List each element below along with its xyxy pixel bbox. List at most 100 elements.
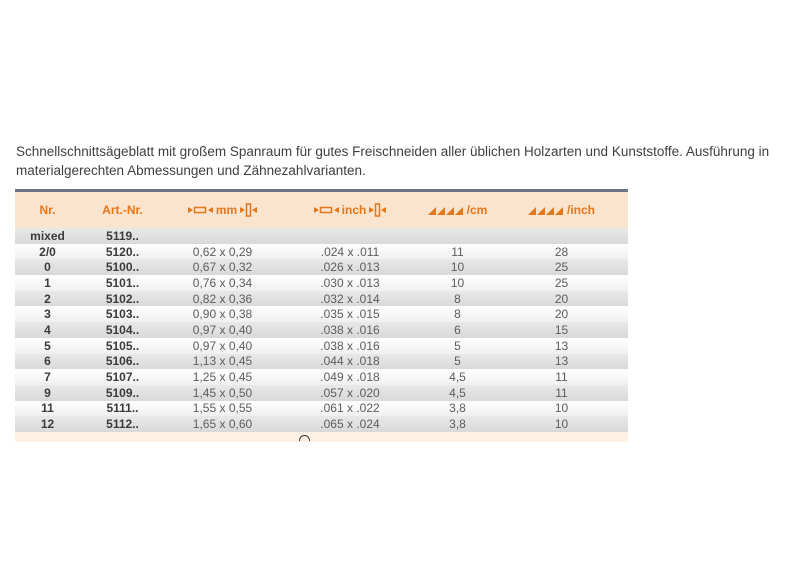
cell-nr: mixed — [30, 228, 65, 243]
cell-teeth-per-cm: 11 — [451, 244, 464, 259]
product-description: Schnellschnittsägeblatt mit großem Spanr… — [16, 142, 791, 180]
cell-nr: 2/0 — [39, 244, 56, 259]
cell-nr: 1 — [44, 275, 51, 290]
header-nr: Nr. — [39, 203, 56, 217]
cell-mm: 0,82 x 0,36 — [192, 291, 253, 306]
cell-inch: .030 x .013 — [320, 275, 380, 290]
cell-art-nr: 5120.. — [105, 244, 140, 259]
header-mm-label: mm — [215, 203, 238, 217]
cell-mm: 1,25 x 0,45 — [192, 370, 253, 385]
cell-art-nr: 5103.. — [105, 307, 140, 322]
table-header-row: Nr. Art.-Nr. mm — [15, 192, 628, 228]
cell-teeth-per-cm: 3,8 — [449, 417, 466, 432]
cell-mm: 0,97 x 0,40 — [192, 338, 253, 353]
cell-teeth-per-inch: 13 — [554, 338, 569, 353]
width-dimension-icon — [187, 205, 213, 215]
table-row: 9 5109.. 1,45 x 0,50 .057 x .020 4,5 11 — [15, 384, 628, 401]
cell-mm: 1,55 x 0,55 — [192, 401, 253, 416]
table-body: mixed 5119.. 2/0 5120.. 0,62 x 0,29 .024… — [15, 228, 628, 432]
cell-mm: 0,67 x 0,32 — [192, 260, 253, 275]
description-line-1: Schnellschnittsägeblatt mit großem Spanr… — [16, 144, 770, 159]
thickness-dimension-icon — [369, 203, 387, 217]
table-row: 12 5112.. 1,65 x 0,60 .065 x .024 3,8 10 — [15, 416, 628, 432]
cell-teeth-per-cm: 10 — [450, 275, 465, 290]
cell-inch: .044 x .018 — [320, 354, 380, 369]
cell-teeth-per-inch: 15 — [554, 322, 569, 337]
cell-mm: 0,97 x 0,40 — [192, 322, 253, 337]
cell-teeth-per-cm: 3,8 — [449, 401, 466, 416]
cell-teeth-per-cm: 8 — [454, 291, 461, 306]
cell-inch: .035 x .015 — [320, 307, 380, 322]
cell-teeth-per-cm: 8 — [454, 307, 461, 322]
cell-art-nr: 5100.. — [105, 260, 140, 275]
cell-art-nr: 5101.. — [105, 275, 140, 290]
table-top-rule — [15, 189, 628, 192]
cell-art-nr: 5102.. — [105, 291, 140, 306]
cell-art-nr: 5112.. — [106, 417, 139, 432]
table-row: 0 5100.. 0,67 x 0,32 .026 x .013 10 25 — [15, 259, 628, 276]
cell-teeth-per-inch: 11 — [555, 385, 568, 400]
cell-nr: 12 — [40, 417, 55, 432]
cell-teeth-per-cm: 5 — [454, 338, 461, 353]
cell-teeth-per-cm: 10 — [450, 260, 465, 275]
cell-teeth-per-inch: 25 — [554, 275, 569, 290]
header-inch: inch — [280, 203, 420, 217]
saw-teeth-icon — [427, 206, 464, 215]
cell-nr: 3 — [44, 307, 51, 322]
cell-teeth-per-inch: 13 — [554, 354, 569, 369]
cell-inch: .061 x .022 — [320, 401, 380, 416]
table-row: 2/0 5120.. 0,62 x 0,29 .024 x .011 11 28 — [15, 243, 628, 260]
cell-art-nr: 5105.. — [105, 338, 140, 353]
cell-teeth-per-inch: 10 — [554, 417, 569, 432]
table-row: 5 5105.. 0,97 x 0,40 .038 x .016 5 13 — [15, 337, 628, 354]
cell-inch: .065 x .024 — [320, 417, 380, 432]
cell-nr: 4 — [44, 322, 51, 337]
table-row: 1 5101.. 0,76 x 0,34 .030 x .013 10 25 — [15, 275, 628, 291]
table-row: mixed 5119.. — [15, 228, 628, 244]
cell-nr: 11 — [41, 401, 54, 416]
table-row: 3 5103.. 0,90 x 0,38 .035 x .015 8 20 — [15, 306, 628, 323]
cell-teeth-per-inch: 25 — [554, 260, 569, 275]
header-art-nr: Art.-Nr. — [102, 203, 143, 217]
cell-teeth-per-inch: 20 — [554, 307, 569, 322]
cell-nr: 5 — [44, 338, 51, 353]
table-row: 4 5104.. 0,97 x 0,40 .038 x .016 6 15 — [15, 322, 628, 338]
cell-nr: 9 — [44, 385, 51, 400]
cell-inch: .049 x .018 — [320, 370, 380, 385]
cell-art-nr: 5111.. — [106, 401, 139, 416]
cell-art-nr: 5107.. — [105, 370, 140, 385]
cell-teeth-per-inch: 10 — [554, 401, 569, 416]
cell-inch: .032 x .014 — [320, 291, 380, 306]
cell-nr: 7 — [44, 370, 51, 385]
cell-mm: 1,65 x 0,60 — [192, 417, 253, 432]
cell-nr: 0 — [44, 260, 51, 275]
cell-teeth-per-inch: 20 — [554, 291, 569, 306]
cell-teeth-per-cm: 4,5 — [449, 370, 466, 385]
cell-inch: .038 x .016 — [320, 338, 380, 353]
header-teeth-per-inch: /inch — [495, 203, 628, 217]
cell-teeth-per-inch: 28 — [554, 244, 569, 259]
cell-art-nr: 5104.. — [105, 322, 140, 337]
cell-mm: 1,45 x 0,50 — [192, 385, 253, 400]
header-mm: mm — [165, 203, 280, 217]
cell-nr: 6 — [44, 354, 51, 369]
header-per-inch-label: /inch — [566, 203, 595, 217]
cell-inch: .024 x .011 — [320, 244, 380, 259]
table-row: 7 5107.. 1,25 x 0,45 .049 x .018 4,5 11 — [15, 369, 628, 385]
cell-mm: 1,13 x 0,45 — [192, 354, 253, 369]
cell-art-nr: 5109.. — [105, 385, 140, 400]
width-dimension-icon — [313, 205, 339, 215]
cropped-glyph — [299, 434, 310, 441]
table-row: 11 5111.. 1,55 x 0,55 .061 x .022 3,8 10 — [15, 400, 628, 417]
spec-table: Nr. Art.-Nr. mm — [15, 189, 628, 442]
saw-teeth-icon — [527, 206, 564, 215]
cell-teeth-per-cm: 4,5 — [449, 385, 466, 400]
cell-inch: .057 x .020 — [320, 385, 380, 400]
description-line-2: materialgerechten Abmessungen und Zähnez… — [16, 163, 366, 178]
table-row: 6 5106.. 1,13 x 0,45 .044 x .018 5 13 — [15, 353, 628, 370]
thickness-dimension-icon — [240, 203, 258, 217]
cell-art-nr: 5119.. — [106, 228, 139, 243]
table-footer-band — [15, 431, 628, 442]
cell-mm: 0,62 x 0,29 — [192, 244, 253, 259]
header-teeth-per-cm: /cm — [420, 203, 495, 217]
